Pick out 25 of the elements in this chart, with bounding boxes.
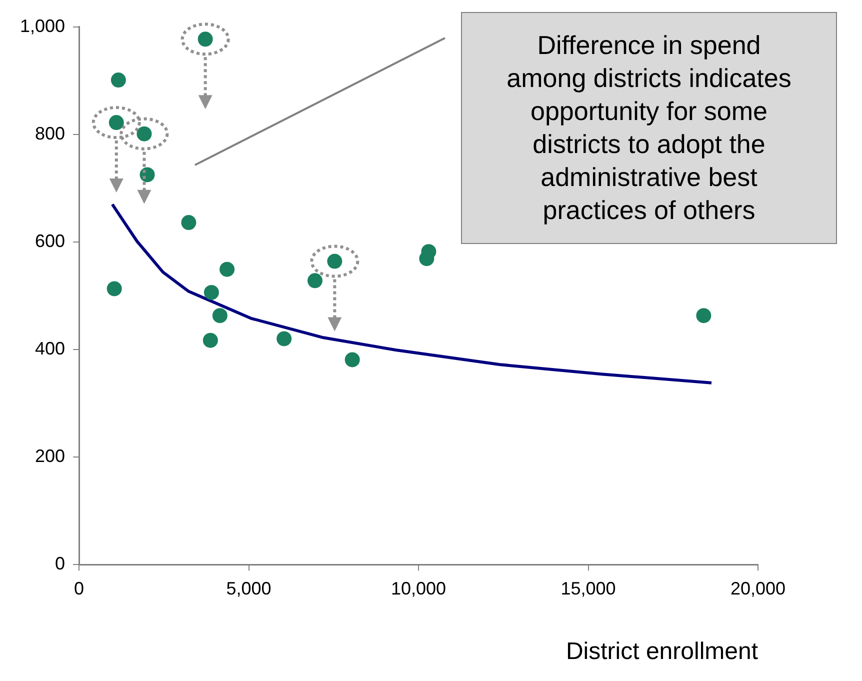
point (181, 215, 196, 230)
y-tick-label: 1,000 (20, 16, 66, 36)
point (220, 262, 235, 277)
point (106, 281, 122, 296)
point (212, 308, 228, 324)
callout: Difference in spend among districts indicates opportunity for some districts to adopt the administrative best practices of others (193, 12, 837, 244)
x-tick-label: 20,000 (730, 578, 786, 598)
point (202, 332, 218, 348)
point (307, 273, 322, 288)
y-tick-label: 0 (55, 554, 66, 574)
point (110, 72, 126, 88)
y-tick-label: 200 (34, 446, 66, 466)
x-tick-label: 10,000 (390, 578, 446, 598)
x-axis-title: District enrollment (566, 638, 758, 666)
point (276, 331, 292, 346)
y-tick-label: 400 (34, 338, 66, 358)
annotation: Difference in spend among districts indicates opportunity for some districts to adopt the administrative best practices of others (506, 29, 792, 227)
point (696, 308, 712, 324)
y-tick-label: 800 (34, 123, 66, 144)
x-tick-label: 0 (74, 578, 84, 598)
x-tick-label: 5,000 (226, 578, 272, 598)
y-tick-label: 600 (34, 230, 66, 251)
point (344, 352, 360, 368)
x-tick-label: 15,000 (560, 578, 616, 598)
point (204, 284, 219, 300)
